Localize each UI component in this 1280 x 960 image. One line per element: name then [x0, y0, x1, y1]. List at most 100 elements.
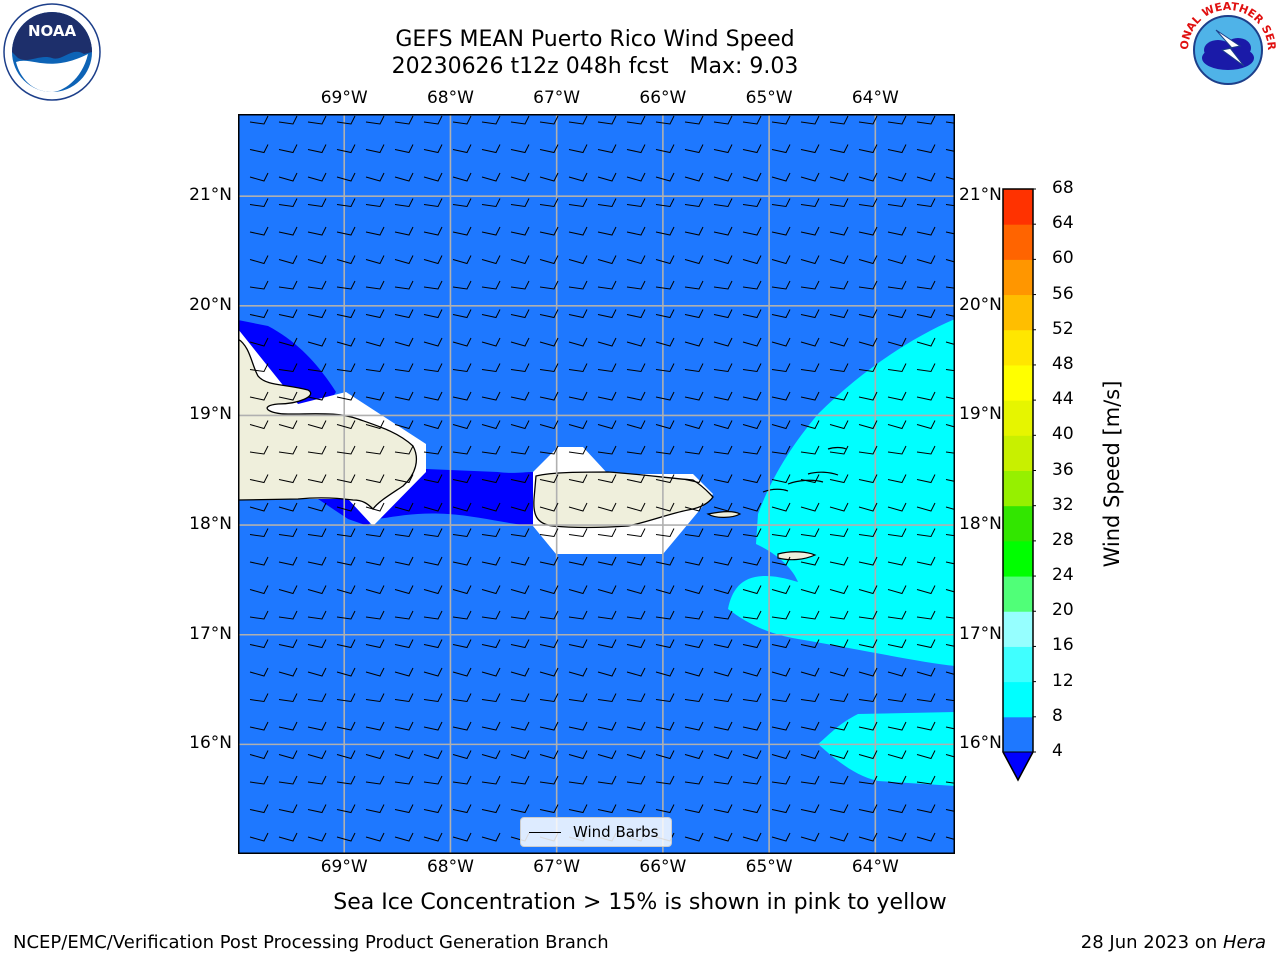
wind-barb — [597, 556, 617, 566]
wind-barb — [597, 337, 617, 347]
wind-barb — [829, 391, 849, 401]
colorbar-segment — [1003, 224, 1033, 260]
wind-barb — [858, 391, 878, 401]
colorbar-tick-label: 48 — [1052, 353, 1074, 374]
lon-label-top: 68°W — [426, 88, 474, 108]
wind-barb — [829, 639, 849, 649]
wind-barb — [394, 198, 414, 208]
wind-barb — [423, 832, 443, 842]
wind-barb — [336, 804, 356, 814]
wind-barb — [307, 309, 327, 319]
wind-barb — [307, 280, 327, 290]
wind-speed-map — [238, 114, 955, 854]
wind-barb — [307, 144, 327, 154]
wind-barb — [278, 556, 298, 566]
wind-barb — [771, 693, 791, 703]
wind-barb — [365, 391, 385, 401]
wind-barb — [684, 445, 704, 455]
wind-barb — [858, 502, 878, 512]
wind-barb — [684, 775, 704, 785]
wind-barb — [336, 775, 356, 785]
wind-barb — [858, 585, 878, 595]
wind-barb — [568, 610, 588, 620]
wind-barb — [626, 115, 646, 125]
wind-barb — [394, 280, 414, 290]
wind-barb — [249, 309, 269, 319]
wind-barb — [626, 144, 646, 154]
wind-barb — [336, 502, 356, 512]
wind-barb — [626, 502, 646, 512]
wind-barb — [626, 391, 646, 401]
wind-barb — [394, 502, 414, 512]
wind-barb — [829, 420, 849, 430]
wind-barb — [829, 309, 849, 319]
wind-barb — [858, 280, 878, 290]
wind-barb — [916, 502, 936, 512]
wind-barb — [684, 391, 704, 401]
wind-barb — [481, 144, 501, 154]
wind-barb — [278, 502, 298, 512]
wind-barb — [249, 832, 269, 842]
wind-barb — [510, 226, 530, 236]
colorbar-segment — [1003, 681, 1033, 718]
wind-barb — [336, 610, 356, 620]
wind-barb — [510, 391, 530, 401]
wind-barb — [713, 528, 733, 538]
wind-zone-8-12 — [728, 319, 955, 666]
wind-barb — [655, 420, 675, 430]
wind-barb — [945, 809, 955, 812]
wind-barb — [800, 721, 820, 731]
wind-barb — [249, 585, 269, 595]
wind-barb — [858, 445, 878, 455]
wind-barb — [945, 754, 955, 758]
wind-barb — [771, 832, 791, 842]
wind-barb — [626, 750, 646, 760]
wind-barb — [568, 309, 588, 319]
wind-barb — [626, 226, 646, 236]
wind-barb — [800, 832, 820, 842]
wind-barb — [684, 309, 704, 319]
wind-barb — [307, 639, 327, 649]
wind-barb — [742, 337, 762, 347]
wind-barb — [394, 528, 414, 538]
wind-barb — [597, 226, 617, 236]
wind-barb — [945, 534, 955, 537]
wind-barb — [336, 226, 356, 236]
wind-barb — [771, 639, 791, 649]
wind-barb — [452, 775, 472, 785]
wind-barb — [771, 391, 791, 401]
wind-barb — [394, 804, 414, 814]
wind-barb — [278, 585, 298, 595]
wind-barb — [829, 556, 849, 566]
wind-barb — [336, 391, 356, 401]
wind-barb — [597, 502, 617, 512]
wind-barb — [597, 667, 617, 677]
wind-barb — [307, 363, 327, 373]
wind-barb — [336, 280, 356, 290]
wind-barb — [916, 198, 936, 208]
wind-barb — [771, 610, 791, 620]
wind-barb — [394, 667, 414, 677]
wind-barb — [423, 556, 443, 566]
wind-barb — [510, 721, 530, 731]
wind-barb — [539, 144, 559, 154]
wind-barb — [829, 804, 849, 814]
wind-barb — [684, 832, 704, 842]
wind-barb — [336, 420, 356, 430]
wind-barb — [278, 280, 298, 290]
wind-barb — [336, 445, 356, 455]
wind-barb — [394, 693, 414, 703]
wind-barb — [800, 391, 820, 401]
wind-barb — [655, 172, 675, 182]
wind-barb — [336, 115, 356, 125]
wind-barb — [365, 832, 385, 842]
colorbar-tick-label: 20 — [1052, 600, 1074, 621]
wind-barb — [655, 309, 675, 319]
wind-barb — [539, 420, 559, 430]
wind-barb — [829, 474, 849, 484]
wind-barb — [307, 693, 327, 703]
wind-barb — [945, 506, 955, 511]
wind-barb — [394, 172, 414, 182]
wind-barb — [713, 337, 733, 347]
wind-barb — [858, 750, 878, 760]
